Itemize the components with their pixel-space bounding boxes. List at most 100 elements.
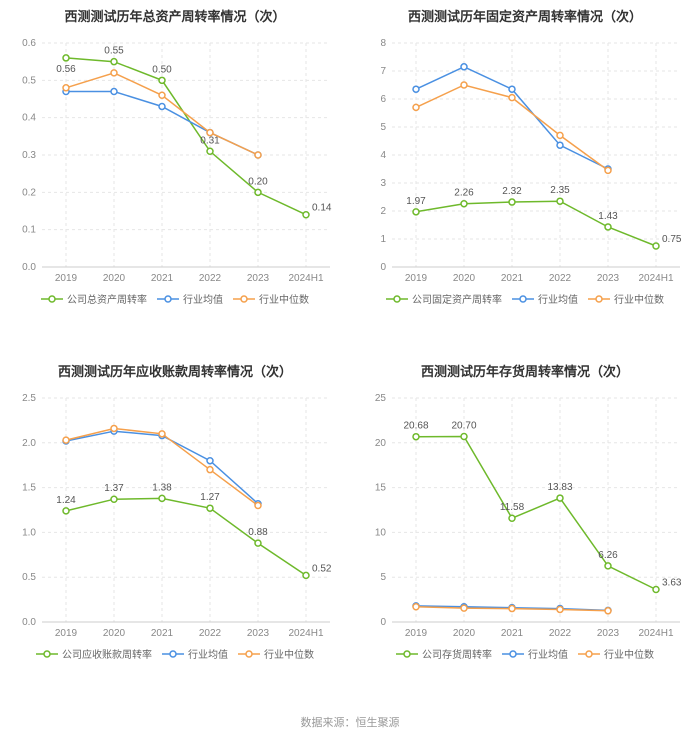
legend-label: 行业均值	[188, 646, 228, 661]
data-label: 11.58	[500, 502, 525, 513]
chart-title: 西测测试历年固定资产周转率情况（次）	[358, 6, 692, 25]
series-marker	[111, 70, 117, 76]
data-label: 2.26	[454, 188, 474, 199]
x-tick-label: 2021	[501, 273, 524, 284]
series-marker	[605, 224, 611, 230]
y-tick-label: 0	[380, 617, 386, 628]
legend-label: 行业中位数	[259, 291, 309, 306]
x-tick-label: 2021	[151, 628, 174, 639]
series-marker	[207, 505, 213, 511]
series-marker	[461, 434, 467, 440]
legend-marker-icon	[588, 294, 610, 304]
plot-svg-1: 012345678201920202021202220232024H11.972…	[358, 29, 692, 289]
y-tick-label: 3	[380, 178, 386, 189]
legend-label: 行业均值	[183, 291, 223, 306]
series-marker	[159, 495, 165, 501]
plot-area: 0.00.10.20.30.40.50.62019202020212022202…	[8, 29, 342, 289]
series-marker	[557, 142, 563, 148]
series-marker	[509, 95, 515, 101]
legend-label: 公司固定资产周转率	[412, 291, 502, 306]
legend-marker-icon	[233, 294, 255, 304]
y-tick-label: 20	[375, 438, 387, 449]
legend-label: 公司存货周转率	[422, 646, 492, 661]
legend-marker-icon	[396, 649, 418, 659]
plot-area: 0.00.51.01.52.02.52019202020212022202320…	[8, 384, 342, 644]
series-marker	[159, 103, 165, 109]
series-line	[416, 437, 656, 590]
series-marker	[653, 586, 659, 592]
legend-marker-icon	[162, 649, 184, 659]
legend-label: 行业中位数	[604, 646, 654, 661]
legend-item: 行业均值	[502, 646, 568, 661]
data-label: 0.31	[200, 135, 220, 146]
series-marker	[111, 59, 117, 65]
series-line	[66, 58, 306, 215]
series-marker	[557, 495, 563, 501]
x-tick-label: 2021	[501, 628, 524, 639]
series-marker	[255, 503, 261, 509]
legend-marker-icon	[41, 294, 63, 304]
legend-0: 公司总资产周转率 行业均值 行业中位数	[8, 291, 342, 306]
legend-item: 公司总资产周转率	[41, 291, 147, 306]
series-marker	[159, 431, 165, 437]
y-tick-label: 1	[380, 234, 386, 245]
legend-label: 行业中位数	[614, 291, 664, 306]
series-marker	[461, 64, 467, 70]
data-label: 1.27	[200, 492, 220, 503]
y-tick-label: 2	[380, 206, 386, 217]
series-marker	[303, 212, 309, 218]
series-marker	[63, 85, 69, 91]
series-marker	[111, 425, 117, 431]
series-marker	[605, 608, 611, 614]
x-tick-label: 2019	[405, 273, 428, 284]
y-tick-label: 5	[380, 572, 386, 583]
series-marker	[207, 148, 213, 154]
series-marker	[509, 199, 515, 205]
series-line	[66, 498, 306, 575]
series-marker	[413, 104, 419, 110]
legend-3: 公司存货周转率 行业均值 行业中位数	[358, 646, 692, 661]
legend-item: 行业中位数	[238, 646, 314, 661]
data-label: 2.32	[502, 186, 522, 197]
legend-marker-icon	[502, 649, 524, 659]
series-marker	[509, 606, 515, 612]
y-tick-label: 1.5	[22, 483, 36, 494]
legend-marker-icon	[238, 649, 260, 659]
series-marker	[207, 467, 213, 473]
data-label: 0.14	[312, 203, 332, 214]
series-marker	[557, 198, 563, 204]
series-marker	[461, 201, 467, 207]
legend-1: 公司固定资产周转率 行业均值 行业中位数	[358, 291, 692, 306]
series-marker	[557, 606, 563, 612]
chart-0: 西测测试历年总资产周转率情况（次） 0.00.10.20.30.40.50.62…	[0, 0, 350, 355]
series-marker	[557, 132, 563, 138]
y-tick-label: 4	[380, 150, 386, 161]
data-source-footer: 数据来源：恒生聚源	[0, 710, 700, 734]
x-tick-label: 2020	[103, 273, 126, 284]
y-tick-label: 0.6	[22, 38, 36, 49]
data-label: 1.24	[56, 495, 76, 506]
plot-area: 012345678201920202021202220232024H11.972…	[358, 29, 692, 289]
x-tick-label: 2020	[453, 628, 476, 639]
x-tick-label: 2023	[597, 273, 620, 284]
data-label: 13.83	[547, 482, 572, 493]
chart-title: 西测测试历年存货周转率情况（次）	[358, 361, 692, 380]
legend-item: 行业中位数	[233, 291, 309, 306]
x-tick-label: 2024H1	[288, 628, 323, 639]
x-tick-label: 2024H1	[638, 628, 673, 639]
y-tick-label: 0.3	[22, 150, 36, 161]
plot-svg-2: 0.00.51.01.52.02.52019202020212022202320…	[8, 384, 342, 644]
series-marker	[159, 77, 165, 83]
legend-label: 行业均值	[538, 291, 578, 306]
x-tick-label: 2023	[247, 273, 270, 284]
y-tick-label: 25	[375, 393, 387, 404]
legend-label: 行业均值	[528, 646, 568, 661]
chart-2: 西测测试历年应收账款周转率情况（次） 0.00.51.01.52.02.5201…	[0, 355, 350, 710]
series-marker	[111, 89, 117, 95]
x-tick-label: 2020	[453, 273, 476, 284]
x-tick-label: 2022	[199, 628, 222, 639]
legend-marker-icon	[578, 649, 600, 659]
series-marker	[303, 572, 309, 578]
x-tick-label: 2023	[597, 628, 620, 639]
data-label: 0.56	[56, 64, 76, 75]
